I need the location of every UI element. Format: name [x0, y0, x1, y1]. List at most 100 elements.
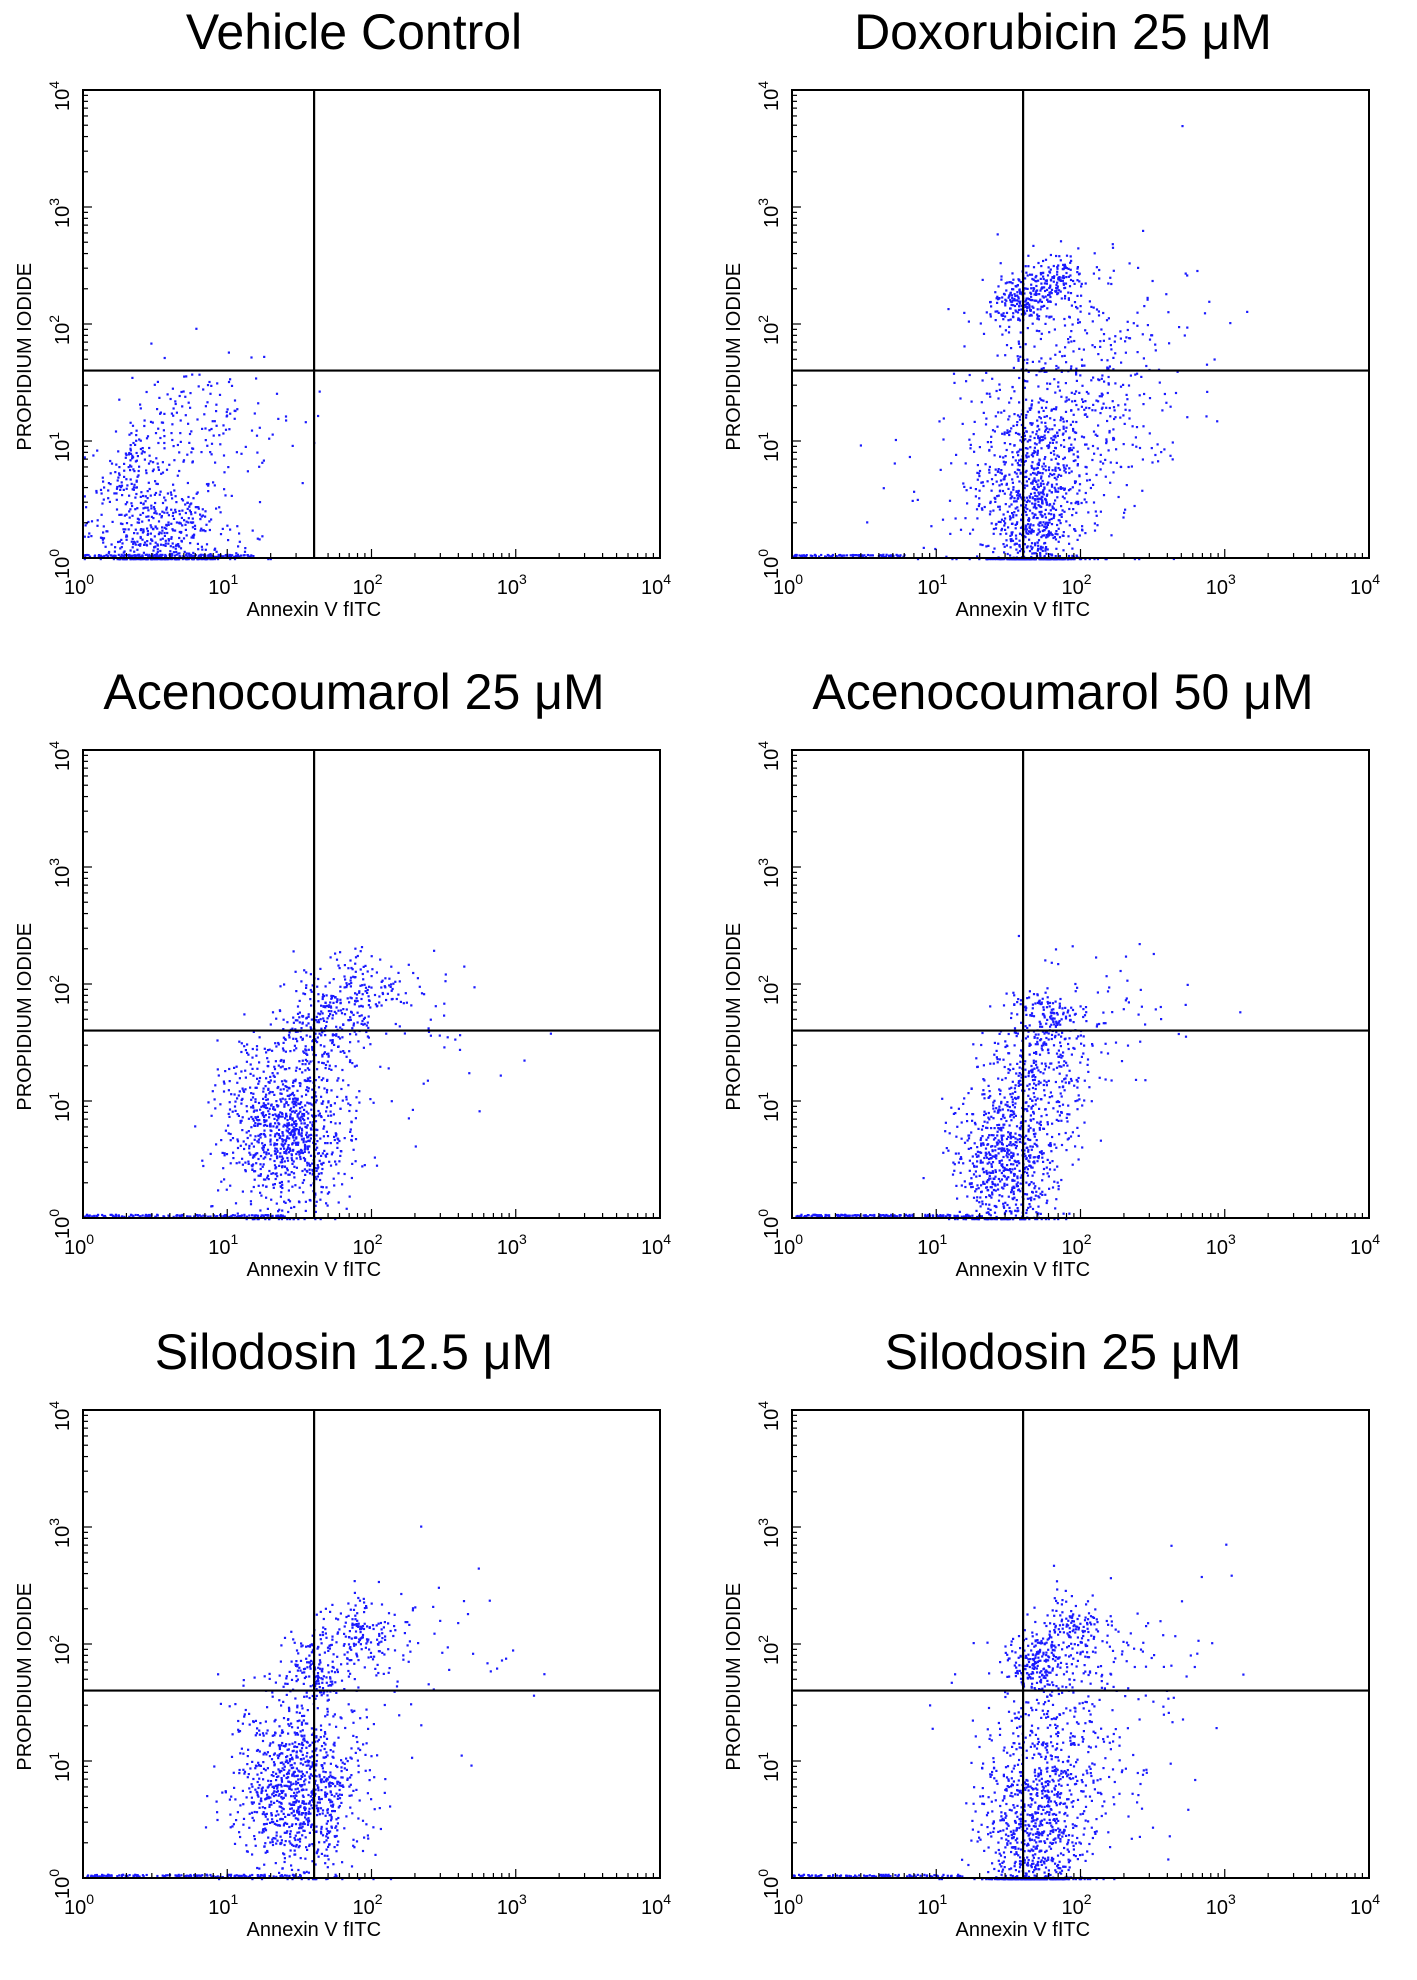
data-point	[139, 447, 142, 451]
data-point	[1002, 312, 1005, 315]
data-point	[260, 1112, 263, 1115]
data-point	[1038, 1126, 1041, 1130]
data-point	[996, 1134, 999, 1137]
data-point	[252, 1154, 255, 1157]
data-point	[1092, 483, 1095, 486]
data-point	[983, 1218, 986, 1221]
data-point	[1037, 504, 1040, 507]
data-point	[1229, 322, 1232, 325]
data-point	[1015, 514, 1018, 517]
data-point	[1031, 487, 1034, 490]
data-point	[1056, 287, 1059, 290]
data-point	[259, 1173, 262, 1176]
data-point	[314, 1143, 317, 1146]
data-point	[286, 1122, 289, 1125]
data-point	[1016, 451, 1019, 454]
data-point	[1032, 311, 1035, 314]
data-point	[1058, 350, 1061, 353]
data-point	[1055, 478, 1058, 481]
data-point	[1053, 473, 1056, 476]
data-point	[209, 555, 213, 558]
data-point	[1031, 546, 1034, 549]
data-point	[1004, 298, 1007, 301]
data-point	[1030, 558, 1034, 561]
data-point	[314, 1167, 317, 1170]
data-point	[1007, 319, 1010, 322]
data-point	[1008, 401, 1011, 404]
data-point	[1009, 1115, 1012, 1118]
data-point	[1048, 553, 1051, 556]
data-point	[258, 538, 261, 541]
data-point	[1002, 1202, 1005, 1205]
data-point	[117, 476, 120, 479]
data-point	[1076, 464, 1079, 467]
data-point	[305, 1093, 308, 1096]
data-point	[1026, 301, 1029, 305]
data-point	[1031, 277, 1034, 281]
data-point	[322, 1062, 325, 1065]
data-point	[273, 1183, 276, 1186]
data-point	[1106, 419, 1109, 423]
data-point	[1012, 424, 1015, 427]
data-point	[200, 545, 203, 548]
data-point	[149, 532, 152, 535]
data-point	[1031, 497, 1034, 500]
data-point	[124, 456, 127, 459]
data-point	[277, 1041, 280, 1045]
data-point	[1125, 336, 1128, 339]
data-point	[329, 1164, 333, 1167]
data-point	[249, 1153, 252, 1156]
data-point	[1026, 358, 1029, 361]
data-point	[1029, 1138, 1032, 1142]
data-point	[364, 964, 367, 967]
data-point	[1006, 1149, 1010, 1152]
data-point	[285, 1112, 288, 1115]
data-point	[284, 1117, 287, 1120]
axis-ticks	[791, 94, 1363, 559]
data-point	[348, 1195, 351, 1198]
data-point	[1090, 305, 1093, 308]
data-point	[224, 1215, 227, 1218]
data-point	[119, 547, 122, 550]
data-point	[199, 518, 202, 521]
data-point	[333, 1184, 336, 1187]
data-point	[136, 507, 139, 510]
data-point	[356, 999, 359, 1003]
data-point	[992, 1188, 995, 1192]
data-point	[1037, 491, 1040, 494]
data-point	[284, 1150, 288, 1153]
data-point	[205, 543, 209, 546]
data-point	[1043, 457, 1046, 461]
data-point	[156, 550, 159, 554]
data-point	[144, 1215, 147, 1218]
data-point	[167, 521, 170, 524]
data-point	[294, 1078, 297, 1081]
data-point	[1031, 1166, 1034, 1169]
data-point	[197, 385, 200, 388]
data-point	[1083, 408, 1086, 411]
data-point	[289, 1149, 292, 1152]
data-point	[157, 520, 161, 523]
data-point	[247, 1130, 250, 1133]
data-point	[1015, 310, 1018, 313]
data-point	[288, 1067, 291, 1070]
data-point	[351, 1134, 354, 1138]
data-point	[997, 1077, 1000, 1080]
data-point	[1042, 399, 1045, 402]
data-point	[115, 1214, 118, 1218]
data-point	[275, 1202, 278, 1205]
data-point	[127, 554, 131, 557]
data-point	[281, 1065, 284, 1068]
data-point	[83, 558, 86, 561]
data-point	[996, 425, 999, 428]
data-point	[1015, 1199, 1018, 1202]
data-point	[256, 1152, 259, 1155]
data-point	[147, 1214, 151, 1217]
data-point	[1024, 526, 1027, 529]
data-point	[229, 528, 232, 531]
data-point	[1011, 282, 1014, 285]
data-point	[1015, 522, 1018, 525]
data-point	[438, 1034, 441, 1037]
data-point	[1069, 447, 1072, 450]
